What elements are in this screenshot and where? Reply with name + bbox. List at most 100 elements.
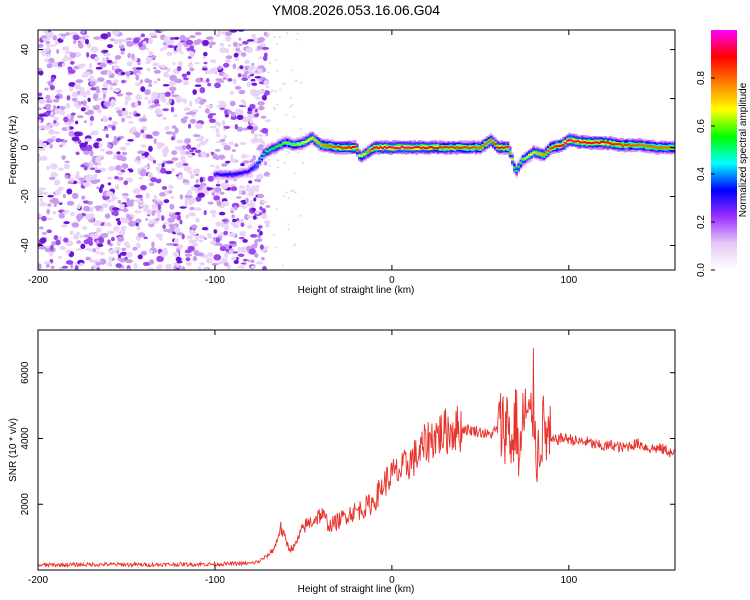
- spectrogram-cell: [192, 134, 201, 138]
- spectrogram-ridge-cell: [519, 161, 523, 164]
- spectrogram-cell: [198, 105, 202, 109]
- spectrogram-cell: [83, 205, 91, 212]
- spectrogram-cell: [97, 243, 104, 248]
- spectrogram-cell: [189, 173, 195, 179]
- spectrogram-ridge-cell: [288, 142, 291, 145]
- spectrogram-cell: [159, 251, 168, 257]
- spectrogram-ridge-cell: [536, 152, 540, 155]
- spectrogram-cell: [234, 124, 239, 130]
- spectrogram-cell: [124, 95, 132, 102]
- spectrogram-cell: [140, 250, 147, 256]
- spectrogram-ridge-cell: [602, 140, 605, 143]
- spectrogram-ridge-cell: [324, 145, 327, 148]
- spectrogram-cell: [194, 149, 202, 153]
- spectrogram-ridge-cell: [232, 173, 236, 176]
- spectrogram-cell: [185, 257, 191, 262]
- spectrogram-cell: [265, 85, 270, 89]
- spectrogram-cell: [259, 244, 264, 250]
- spectrogram-cell: [190, 224, 198, 229]
- spectrogram-cell: [187, 245, 195, 251]
- colorbar-bar: [711, 30, 737, 270]
- spectrogram-cell: [135, 194, 143, 199]
- spectrogram-cell: [71, 97, 78, 102]
- spectrogram-cell: [192, 242, 199, 247]
- spectrogram-ridge-cell: [366, 150, 370, 153]
- spectrogram-cell: [116, 241, 121, 247]
- spectrogram-cell: [239, 65, 244, 69]
- spectrogram-cell: [160, 64, 167, 69]
- spectrogram-ridge-cell: [557, 144, 561, 147]
- spectrogram-cell: [71, 92, 79, 98]
- spectrogram-cell: [171, 125, 177, 129]
- spectrogram-cell: [242, 155, 251, 158]
- spectrogram-cell: [76, 231, 81, 236]
- spectrogram-cell: [173, 36, 180, 40]
- spectrogram-cell: [251, 138, 256, 144]
- spectrogram-cell: [126, 37, 133, 41]
- spectrogram-cell: [70, 112, 76, 116]
- spectrogram-ridge-cell: [428, 146, 431, 149]
- spectrogram-cell: [151, 203, 158, 210]
- spectrogram-cell: [38, 67, 43, 72]
- spectrogram-cell: [97, 109, 103, 114]
- spectrogram-ridge-cell: [449, 145, 453, 148]
- spectrogram-ridge-cell: [564, 141, 567, 144]
- spectrogram-cell: [38, 43, 44, 48]
- spectrogram-cell: [63, 237, 69, 243]
- spectrogram-cell: [122, 195, 128, 199]
- spectrogram-cell: [230, 207, 235, 211]
- spectrogram-ridge-cell: [638, 143, 642, 146]
- spectrogram-ridge-cell: [574, 140, 578, 143]
- spectrogram-cell: [192, 109, 199, 113]
- spectrogram-cell: [174, 146, 182, 151]
- spectrogram-cell: [66, 248, 71, 255]
- spectrogram-cell: [134, 101, 139, 108]
- spectrogram-ridge-cell: [653, 145, 656, 148]
- spectrogram-cell: [119, 257, 126, 263]
- spectrogram-cell: [165, 263, 172, 270]
- spectrogram-cell: [82, 100, 87, 107]
- spectrogram-cell: [74, 265, 79, 270]
- spectrogram-ridge-cell: [213, 173, 217, 176]
- spectrogram-cell: [134, 113, 141, 117]
- spectrogram-cell: [237, 253, 245, 257]
- spectrogram-cell: [249, 88, 257, 96]
- spectrogram-cell: [243, 127, 249, 131]
- spectrogram-cell: [38, 154, 41, 161]
- spectrogram-cell: [289, 105, 292, 108]
- spectrogram-cell: [107, 59, 113, 64]
- spectrogram-cell: [106, 230, 115, 235]
- spectrogram-cell: [181, 145, 187, 151]
- spectrogram-ridge-cell: [455, 146, 459, 149]
- spectrogram-cell: [232, 41, 238, 48]
- spectrogram-cell: [47, 194, 54, 198]
- spectrogram-cell: [86, 89, 91, 96]
- spectrogram-cell: [155, 178, 162, 184]
- spectrogram-cell: [105, 150, 113, 155]
- spectrogram-cell: [114, 55, 122, 60]
- spectrogram-cell: [196, 143, 202, 148]
- spectrogram-ridge-cell: [578, 141, 582, 144]
- spectrogram-cell: [113, 88, 120, 93]
- spectrogram-ridge-cell: [273, 146, 276, 149]
- spectrogram-cell: [273, 106, 276, 109]
- spectrogram-cell: [252, 155, 257, 161]
- spectrogram-cell: [106, 44, 114, 49]
- snr-y-label: SNR (10 * v/v): [8, 418, 19, 482]
- spectrogram-cell: [131, 53, 135, 60]
- spectrogram-ridge-cell: [239, 172, 242, 175]
- spectrogram-cell: [55, 138, 62, 143]
- spectrogram-cell: [235, 108, 241, 114]
- spectrogram-cell: [155, 209, 160, 215]
- spectrogram-cell: [53, 116, 59, 121]
- spectrogram-ridge-cell: [453, 147, 457, 149]
- spectrogram-cell: [242, 68, 247, 72]
- spectrogram-cell: [170, 196, 175, 199]
- spectrogram-cell: [151, 210, 156, 216]
- spectrogram-cell: [203, 61, 208, 65]
- spectrogram-cell: [181, 73, 188, 78]
- spectrogram-cell: [225, 55, 233, 60]
- spectrogram-cell: [90, 179, 99, 185]
- spectrogram-cell: [274, 90, 278, 93]
